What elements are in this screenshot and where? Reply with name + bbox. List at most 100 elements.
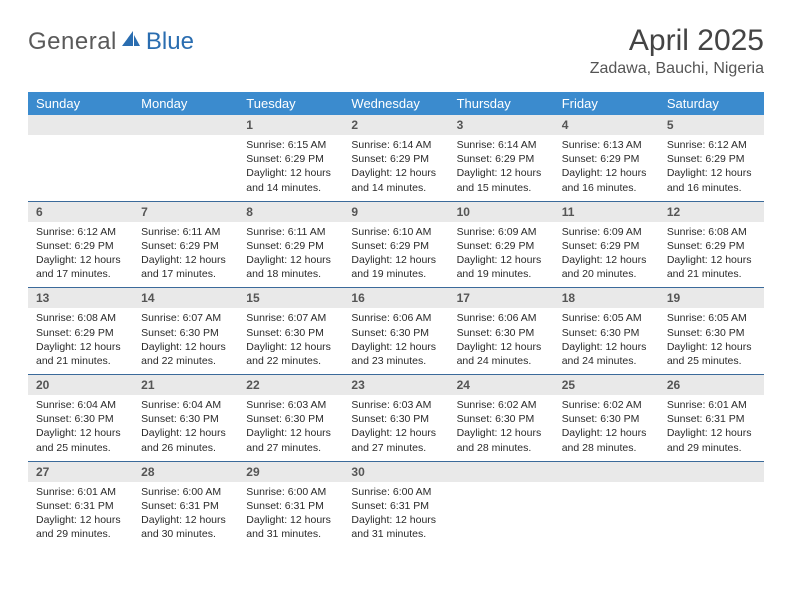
calendar-cell: 20Sunrise: 6:04 AMSunset: 6:30 PMDayligh… <box>28 375 133 462</box>
daylight-line: Daylight: 12 hours and 27 minutes. <box>351 426 440 454</box>
sunset-line: Sunset: 6:30 PM <box>457 412 546 426</box>
sunset-line: Sunset: 6:30 PM <box>457 326 546 340</box>
day-body: Sunrise: 6:07 AMSunset: 6:30 PMDaylight:… <box>238 308 343 374</box>
sunset-line: Sunset: 6:31 PM <box>246 499 335 513</box>
sunrise-line: Sunrise: 6:07 AM <box>246 311 335 325</box>
day-number: 16 <box>343 288 448 308</box>
calendar-cell: 1Sunrise: 6:15 AMSunset: 6:29 PMDaylight… <box>238 115 343 201</box>
sunrise-line: Sunrise: 6:02 AM <box>562 398 651 412</box>
sunrise-line: Sunrise: 6:04 AM <box>141 398 230 412</box>
day-body: Sunrise: 6:09 AMSunset: 6:29 PMDaylight:… <box>554 222 659 288</box>
day-body: Sunrise: 6:01 AMSunset: 6:31 PMDaylight:… <box>659 395 764 461</box>
sunrise-line: Sunrise: 6:12 AM <box>667 138 756 152</box>
calendar-cell: 2Sunrise: 6:14 AMSunset: 6:29 PMDaylight… <box>343 115 448 201</box>
sunset-line: Sunset: 6:29 PM <box>36 326 125 340</box>
day-body: Sunrise: 6:08 AMSunset: 6:29 PMDaylight:… <box>659 222 764 288</box>
sunset-line: Sunset: 6:29 PM <box>246 152 335 166</box>
day-number-empty <box>554 462 659 482</box>
day-number-empty <box>133 115 238 135</box>
sunset-line: Sunset: 6:31 PM <box>351 499 440 513</box>
day-body: Sunrise: 6:00 AMSunset: 6:31 PMDaylight:… <box>133 482 238 548</box>
sunset-line: Sunset: 6:31 PM <box>667 412 756 426</box>
calendar-cell: 26Sunrise: 6:01 AMSunset: 6:31 PMDayligh… <box>659 375 764 462</box>
day-body: Sunrise: 6:06 AMSunset: 6:30 PMDaylight:… <box>449 308 554 374</box>
day-number: 17 <box>449 288 554 308</box>
day-body: Sunrise: 6:12 AMSunset: 6:29 PMDaylight:… <box>659 135 764 201</box>
daylight-line: Daylight: 12 hours and 27 minutes. <box>246 426 335 454</box>
sunset-line: Sunset: 6:30 PM <box>562 326 651 340</box>
sunrise-line: Sunrise: 6:09 AM <box>562 225 651 239</box>
calendar-cell: 17Sunrise: 6:06 AMSunset: 6:30 PMDayligh… <box>449 288 554 375</box>
day-number: 20 <box>28 375 133 395</box>
sunrise-line: Sunrise: 6:01 AM <box>667 398 756 412</box>
calendar-cell: 25Sunrise: 6:02 AMSunset: 6:30 PMDayligh… <box>554 375 659 462</box>
weekday-header-row: SundayMondayTuesdayWednesdayThursdayFrid… <box>28 92 764 115</box>
calendar-cell: 12Sunrise: 6:08 AMSunset: 6:29 PMDayligh… <box>659 201 764 288</box>
sunset-line: Sunset: 6:29 PM <box>141 239 230 253</box>
day-number: 13 <box>28 288 133 308</box>
sunrise-line: Sunrise: 6:14 AM <box>457 138 546 152</box>
header: General Blue April 2025 Zadawa, Bauchi, … <box>28 24 764 78</box>
daylight-line: Daylight: 12 hours and 14 minutes. <box>351 166 440 194</box>
daylight-line: Daylight: 12 hours and 30 minutes. <box>141 513 230 541</box>
day-body: Sunrise: 6:11 AMSunset: 6:29 PMDaylight:… <box>238 222 343 288</box>
day-number: 25 <box>554 375 659 395</box>
sunrise-line: Sunrise: 6:03 AM <box>246 398 335 412</box>
sunset-line: Sunset: 6:31 PM <box>36 499 125 513</box>
day-number: 7 <box>133 202 238 222</box>
sunset-line: Sunset: 6:29 PM <box>667 152 756 166</box>
calendar-week-row: 27Sunrise: 6:01 AMSunset: 6:31 PMDayligh… <box>28 461 764 547</box>
day-body: Sunrise: 6:03 AMSunset: 6:30 PMDaylight:… <box>238 395 343 461</box>
calendar-cell: 4Sunrise: 6:13 AMSunset: 6:29 PMDaylight… <box>554 115 659 201</box>
weekday-header: Wednesday <box>343 92 448 115</box>
day-number: 28 <box>133 462 238 482</box>
daylight-line: Daylight: 12 hours and 28 minutes. <box>457 426 546 454</box>
daylight-line: Daylight: 12 hours and 19 minutes. <box>457 253 546 281</box>
day-body: Sunrise: 6:14 AMSunset: 6:29 PMDaylight:… <box>449 135 554 201</box>
calendar-cell: 14Sunrise: 6:07 AMSunset: 6:30 PMDayligh… <box>133 288 238 375</box>
daylight-line: Daylight: 12 hours and 21 minutes. <box>36 340 125 368</box>
daylight-line: Daylight: 12 hours and 31 minutes. <box>351 513 440 541</box>
sunrise-line: Sunrise: 6:12 AM <box>36 225 125 239</box>
daylight-line: Daylight: 12 hours and 24 minutes. <box>457 340 546 368</box>
sunrise-line: Sunrise: 6:09 AM <box>457 225 546 239</box>
calendar-table: SundayMondayTuesdayWednesdayThursdayFrid… <box>28 92 764 547</box>
day-body: Sunrise: 6:15 AMSunset: 6:29 PMDaylight:… <box>238 135 343 201</box>
weekday-header: Tuesday <box>238 92 343 115</box>
weekday-header: Thursday <box>449 92 554 115</box>
daylight-line: Daylight: 12 hours and 17 minutes. <box>141 253 230 281</box>
day-body: Sunrise: 6:03 AMSunset: 6:30 PMDaylight:… <box>343 395 448 461</box>
logo-text-blue: Blue <box>146 28 194 56</box>
day-number: 29 <box>238 462 343 482</box>
day-number: 24 <box>449 375 554 395</box>
day-number: 14 <box>133 288 238 308</box>
title-block: April 2025 Zadawa, Bauchi, Nigeria <box>590 24 764 78</box>
sunrise-line: Sunrise: 6:07 AM <box>141 311 230 325</box>
day-body: Sunrise: 6:05 AMSunset: 6:30 PMDaylight:… <box>659 308 764 374</box>
day-number: 19 <box>659 288 764 308</box>
logo: General Blue <box>28 24 194 56</box>
daylight-line: Daylight: 12 hours and 14 minutes. <box>246 166 335 194</box>
daylight-line: Daylight: 12 hours and 31 minutes. <box>246 513 335 541</box>
sunrise-line: Sunrise: 6:15 AM <box>246 138 335 152</box>
day-body: Sunrise: 6:04 AMSunset: 6:30 PMDaylight:… <box>28 395 133 461</box>
page: General Blue April 2025 Zadawa, Bauchi, … <box>0 0 792 571</box>
sunset-line: Sunset: 6:29 PM <box>562 239 651 253</box>
day-number: 1 <box>238 115 343 135</box>
daylight-line: Daylight: 12 hours and 29 minutes. <box>667 426 756 454</box>
day-number: 3 <box>449 115 554 135</box>
calendar-cell: 28Sunrise: 6:00 AMSunset: 6:31 PMDayligh… <box>133 461 238 547</box>
calendar-cell: 11Sunrise: 6:09 AMSunset: 6:29 PMDayligh… <box>554 201 659 288</box>
daylight-line: Daylight: 12 hours and 16 minutes. <box>562 166 651 194</box>
daylight-line: Daylight: 12 hours and 22 minutes. <box>246 340 335 368</box>
day-number: 12 <box>659 202 764 222</box>
day-body: Sunrise: 6:05 AMSunset: 6:30 PMDaylight:… <box>554 308 659 374</box>
day-number: 10 <box>449 202 554 222</box>
sunrise-line: Sunrise: 6:06 AM <box>457 311 546 325</box>
calendar-cell: 30Sunrise: 6:00 AMSunset: 6:31 PMDayligh… <box>343 461 448 547</box>
daylight-line: Daylight: 12 hours and 15 minutes. <box>457 166 546 194</box>
day-body: Sunrise: 6:09 AMSunset: 6:29 PMDaylight:… <box>449 222 554 288</box>
daylight-line: Daylight: 12 hours and 28 minutes. <box>562 426 651 454</box>
sunrise-line: Sunrise: 6:05 AM <box>562 311 651 325</box>
sunset-line: Sunset: 6:29 PM <box>246 239 335 253</box>
